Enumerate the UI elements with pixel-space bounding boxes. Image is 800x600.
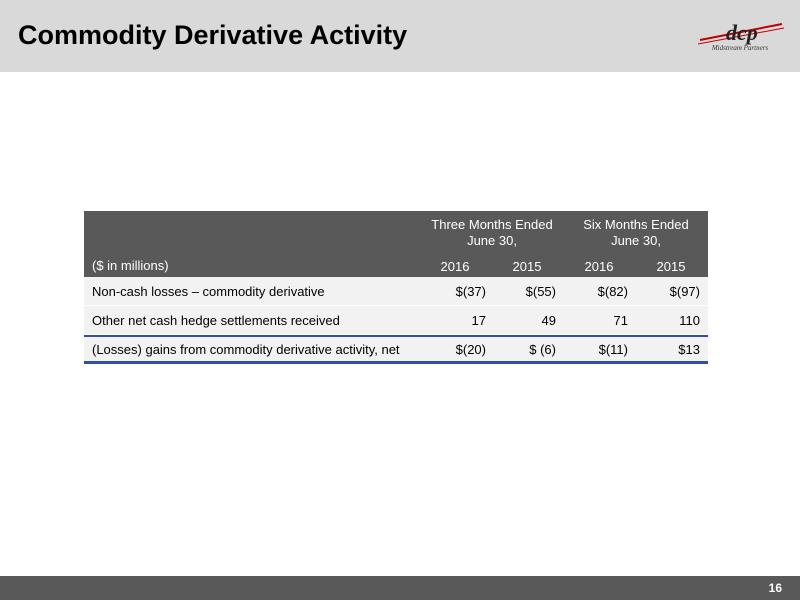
derivative-activity-table: Three Months Ended June 30, Six Months E… [84,211,708,364]
six-months-line1: Six Months Ended [583,217,689,232]
cell-value: $(55) [525,284,556,299]
cell-value: 71 [613,313,628,328]
cell-value: 110 [679,313,700,328]
three-months-line2: June 30, [467,233,517,248]
table-row: Non-cash losses – commodity derivative $… [84,277,708,306]
table-header: Three Months Ended June 30, Six Months E… [84,211,708,277]
logo-tagline: Midstream Partners [711,44,769,52]
slide-header: Commodity Derivative Activity dcp Midstr… [0,0,800,72]
six-months-line2: June 30, [611,233,661,248]
year-header-q-2016: 2016 [440,259,470,274]
cell-value: $ (6) [529,342,556,357]
cell-value: 17 [471,313,486,328]
year-header-q-2015: 2015 [512,259,542,274]
page-title: Commodity Derivative Activity [18,20,408,50]
row-label: Non-cash losses – commodity derivative [92,284,325,299]
three-months-group-header: Three Months Ended June 30, [424,217,560,249]
units-label: ($ in millions) [92,258,169,273]
total-row: (Losses) gains from commodity derivative… [84,335,708,364]
slide-footer: 16 [0,576,800,600]
row-label: (Losses) gains from commodity derivative… [92,342,400,357]
cell-value: $(97) [669,284,700,299]
cell-value: $(20) [455,342,486,357]
cell-value: $(37) [455,284,486,299]
cell-value: 49 [541,313,556,328]
company-logo: dcp Midstream Partners [692,18,788,52]
row-label: Other net cash hedge settlements receive… [92,313,340,328]
cell-value: $(82) [597,284,628,299]
six-months-group-header: Six Months Ended June 30, [566,217,706,249]
page-number: 16 [768,581,782,595]
cell-value: $(11) [598,342,628,357]
table-row: Other net cash hedge settlements receive… [84,306,708,335]
cell-value: $13 [678,342,700,357]
year-header-h-2015: 2015 [656,259,686,274]
logo-mark-icon: dcp [697,20,785,45]
logo-letters: dcp [726,20,758,45]
year-header-h-2016: 2016 [584,259,614,274]
three-months-line1: Three Months Ended [431,217,553,232]
